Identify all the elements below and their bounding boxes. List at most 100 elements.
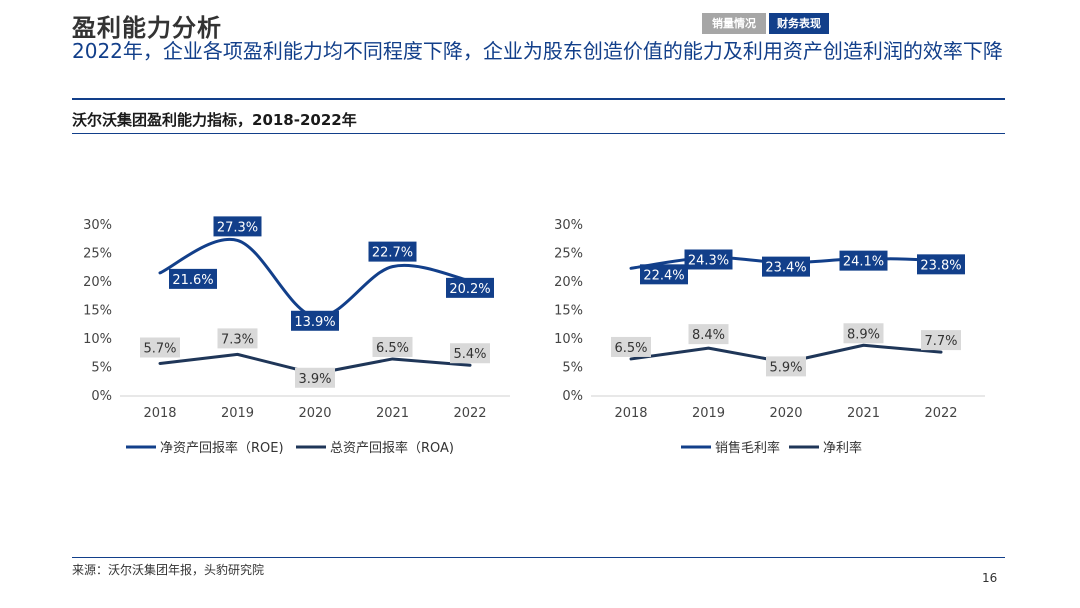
right-y-tick-label: 0% bbox=[562, 389, 583, 404]
left-data-label-bg bbox=[217, 328, 258, 349]
right-data-label-text: 24.3% bbox=[688, 253, 729, 268]
right-x-tick-label: 2020 bbox=[769, 406, 802, 421]
left-data-label-text: 20.2% bbox=[449, 282, 490, 297]
right-data-label-bg bbox=[766, 356, 806, 377]
left-data-label: 22.7% bbox=[368, 241, 417, 262]
left-data-label: 3.9% bbox=[295, 367, 335, 388]
right-data-label-bg bbox=[917, 254, 965, 275]
left-data-label: 6.5% bbox=[372, 336, 413, 357]
right-data-label-text: 8.4% bbox=[692, 328, 725, 343]
chart-heading: 沃尔沃集团盈利能力指标，2018-2022年 bbox=[72, 111, 357, 129]
left-data-label-text: 22.7% bbox=[372, 246, 413, 261]
left-data-label-text: 13.9% bbox=[294, 315, 335, 330]
right-data-label: 8.4% bbox=[688, 324, 729, 345]
right-data-label-text: 5.9% bbox=[769, 360, 802, 375]
left-data-label-text: 27.3% bbox=[217, 220, 258, 235]
right-data-label-text: 23.4% bbox=[765, 261, 806, 276]
right-data-label-bg bbox=[684, 249, 733, 270]
left-data-label: 13.9% bbox=[291, 310, 339, 331]
right-data-label: 6.5% bbox=[611, 336, 651, 357]
left-data-label-bg bbox=[372, 336, 413, 357]
left-y-tick-label: 30% bbox=[83, 218, 112, 233]
left-data-label-bg bbox=[450, 343, 490, 364]
page-number: 16 bbox=[982, 571, 998, 585]
left-y-tick-label: 20% bbox=[83, 275, 112, 290]
right-data-label-bg bbox=[843, 323, 884, 344]
heading-divider bbox=[72, 133, 1005, 134]
right-x-tick-label: 2022 bbox=[924, 406, 957, 421]
left-data-label-text: 6.5% bbox=[376, 341, 409, 356]
right-data-label-bg bbox=[762, 256, 810, 277]
right-data-label: 24.1% bbox=[839, 250, 888, 271]
left-data-label-text: 7.3% bbox=[221, 332, 254, 347]
left-y-tick-label: 25% bbox=[83, 247, 112, 262]
right-data-label-text: 7.7% bbox=[924, 334, 957, 349]
left-data-label-text: 5.4% bbox=[453, 347, 486, 362]
left-data-label-bg bbox=[446, 277, 494, 298]
right-x-tick-label: 2019 bbox=[692, 406, 725, 421]
right-data-label-bg bbox=[921, 330, 961, 351]
left-x-tick-label: 2022 bbox=[453, 406, 486, 421]
source-note: 来源：沃尔沃集团年报，头豹研究院 bbox=[72, 563, 265, 577]
left-data-label-text: 21.6% bbox=[172, 273, 213, 288]
left-data-label-bg bbox=[140, 337, 180, 358]
left-data-label: 7.3% bbox=[217, 328, 258, 349]
right-data-label-text: 6.5% bbox=[614, 341, 647, 356]
right-data-label-text: 22.4% bbox=[643, 268, 684, 283]
left-data-label-text: 5.7% bbox=[143, 342, 176, 357]
right-data-label: 7.7% bbox=[921, 330, 961, 351]
left-data-label-bg bbox=[169, 268, 217, 289]
left-y-tick-label: 0% bbox=[91, 389, 112, 404]
left-x-tick-label: 2020 bbox=[298, 406, 331, 421]
left-data-label: 5.4% bbox=[450, 343, 490, 364]
right-data-label-bg bbox=[688, 324, 729, 345]
chart-profitability-returns: 0% 5% 10% 15% 20% 25% 30% 2018 2019 2020 2021 2022 2… bbox=[83, 216, 510, 456]
header-divider bbox=[72, 98, 1005, 100]
left-y-tick-label: 10% bbox=[83, 332, 112, 347]
right-data-label-text: 8.9% bbox=[847, 327, 880, 342]
left-data-label-bg bbox=[291, 310, 339, 331]
right-y-tick-label: 25% bbox=[554, 247, 583, 262]
left-data-label: 27.3% bbox=[213, 216, 262, 237]
right-data-label-text: 24.1% bbox=[843, 255, 884, 270]
left-data-label-bg bbox=[295, 367, 335, 388]
right-legend-label: 净利率 bbox=[823, 440, 862, 456]
footer-divider bbox=[72, 557, 1005, 558]
right-y-tick-label: 30% bbox=[554, 218, 583, 233]
right-data-label: 23.8% bbox=[917, 254, 965, 275]
left-legend-label: 净资产回报率（ROE) bbox=[160, 440, 284, 456]
section-title: 盈利能力分析 bbox=[72, 14, 222, 42]
right-x-tick-label: 2021 bbox=[847, 406, 880, 421]
right-data-label-bg bbox=[640, 264, 688, 285]
right-data-label: 5.9% bbox=[766, 356, 806, 377]
right-x-tick-label: 2018 bbox=[614, 406, 647, 421]
left-data-label-text: 3.9% bbox=[298, 372, 331, 387]
headline: 2022年，企业各项盈利能力均不同程度下降，企业为股东创造价值的能力及利用资产创… bbox=[72, 39, 1003, 63]
left-x-tick-label: 2018 bbox=[143, 406, 176, 421]
left-x-tick-label: 2021 bbox=[376, 406, 409, 421]
right-data-label-bg bbox=[611, 336, 651, 357]
left-y-tick-label: 15% bbox=[83, 304, 112, 319]
right-y-tick-label: 15% bbox=[554, 304, 583, 319]
left-x-tick-label: 2019 bbox=[221, 406, 254, 421]
left-data-label-bg bbox=[213, 216, 262, 237]
right-legend-label: 销售毛利率 bbox=[715, 440, 780, 456]
right-data-label-text: 23.8% bbox=[920, 258, 961, 273]
right-data-label: 22.4% bbox=[640, 264, 688, 285]
right-data-label: 8.9% bbox=[843, 323, 884, 344]
right-data-label: 23.4% bbox=[762, 256, 810, 277]
chart-profitability-margins: 0% 5% 10% 15% 20% 25% 30% 2018 2019 2020 2021 2022 2… bbox=[554, 218, 985, 456]
right-data-label: 24.3% bbox=[684, 249, 733, 270]
left-data-label: 5.7% bbox=[140, 337, 180, 358]
left-data-label: 21.6% bbox=[169, 268, 217, 289]
tab-financial-performance[interactable]: 财务表现 bbox=[769, 13, 829, 34]
left-legend-label: 总资产回报率（ROA) bbox=[330, 440, 454, 456]
right-y-tick-label: 5% bbox=[562, 361, 583, 376]
right-data-label-bg bbox=[839, 250, 888, 271]
left-data-label: 20.2% bbox=[446, 277, 494, 298]
right-y-tick-label: 20% bbox=[554, 275, 583, 290]
left-y-tick-label: 5% bbox=[91, 361, 112, 376]
tab-sales-volume[interactable]: 销量情况 bbox=[702, 13, 766, 34]
left-data-label-bg bbox=[368, 241, 417, 262]
